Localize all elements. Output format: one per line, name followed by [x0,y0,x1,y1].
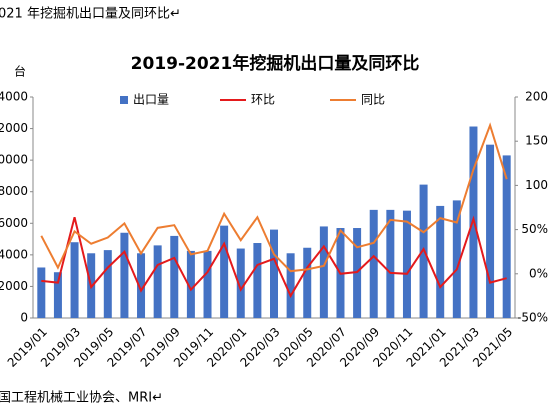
bar [502,155,511,318]
bar [53,272,62,318]
source: 国工程机械工业协会、MRI↵ [0,391,163,406]
y-tick-label: 4000 [0,247,28,261]
bar [70,242,79,318]
y-axis-label: 台 [14,64,26,79]
y-tick-label: 8000 [0,184,28,198]
bar [452,200,461,318]
bar [220,225,229,318]
bar [386,209,395,318]
bar [253,243,262,318]
bar [170,235,179,318]
legend-swatch [120,96,128,104]
y2-tick-label: 50% [521,222,548,236]
bar [203,250,212,318]
y-tick-label: 14000 [0,90,28,104]
chart-title: 2019-2021年挖掘机出口量及同环比 [131,53,420,74]
bar [319,226,328,318]
bar [103,250,112,318]
bar [186,250,195,318]
bar [303,247,312,318]
bar [486,144,495,318]
bar [153,245,162,318]
legend-label: 出口量 [133,93,169,107]
y2-tick-label: 100 [525,178,548,192]
y-tick-label: 12000 [0,121,28,135]
y-tick-label: 10000 [0,153,28,167]
y-tick-label: 6000 [0,216,28,230]
bar [37,267,46,318]
y2-tick-label: 150 [525,134,548,148]
bar [137,253,146,318]
y2-tick-label: -50% [517,311,548,325]
bar [236,248,245,318]
bar [369,209,378,318]
y2-tick-label: 200 [525,90,548,104]
legend-label: 环比 [251,93,275,107]
caption: 021 年挖掘机出口量及同环比↵ [0,7,181,22]
line [41,215,507,299]
bar [436,205,445,318]
legend-label: 同比 [361,93,385,107]
bar [286,253,295,318]
line [40,122,508,273]
bar [120,232,129,318]
y2-tick-label: 0% [529,266,548,280]
bar [402,210,411,318]
y-tick-label: 0 [20,311,28,325]
bar [270,229,278,318]
y-tick-label: 2000 [0,279,28,293]
